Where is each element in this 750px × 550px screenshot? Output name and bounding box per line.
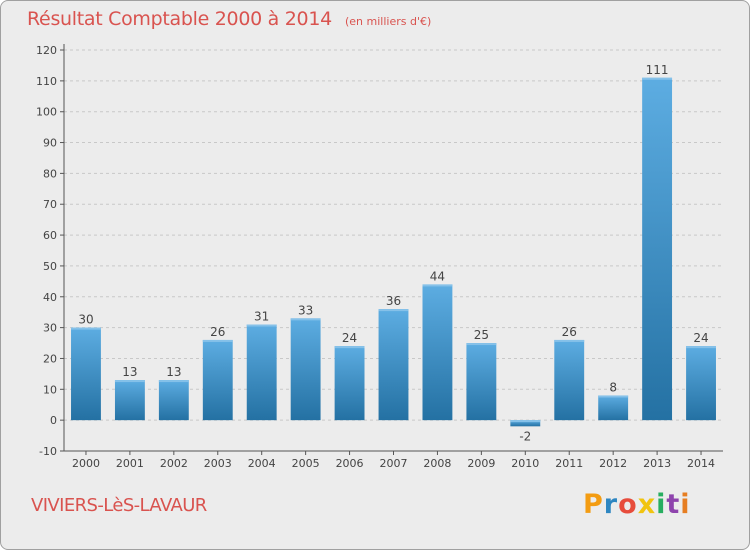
x-tick-label: 2007 bbox=[380, 457, 408, 470]
data-label: -2 bbox=[519, 429, 531, 443]
chart-title: Résultat Comptable 2000 à 2014 bbox=[27, 8, 332, 30]
y-tick-label: 40 bbox=[43, 291, 57, 304]
x-tick-label: 2013 bbox=[643, 457, 671, 470]
place-name: VIVIERS-LèS-LAVAUR bbox=[31, 495, 207, 516]
x-tick-label: 2004 bbox=[248, 457, 276, 470]
x-tick-label: 2008 bbox=[423, 457, 451, 470]
data-label: 31 bbox=[254, 310, 269, 324]
data-label: 24 bbox=[693, 331, 708, 345]
bar-highlight bbox=[554, 339, 585, 342]
x-tick-label: 2000 bbox=[72, 457, 100, 470]
bar-2000 bbox=[71, 327, 101, 421]
y-tick-label: 10 bbox=[43, 383, 57, 396]
bars bbox=[71, 77, 716, 427]
data-label: 33 bbox=[298, 303, 313, 317]
bar-highlight bbox=[510, 420, 541, 423]
bar-2003 bbox=[202, 339, 233, 421]
data-label: 26 bbox=[210, 325, 225, 339]
bar-highlight bbox=[378, 309, 409, 312]
bar-2014 bbox=[686, 346, 716, 421]
y-tick-label: 20 bbox=[43, 352, 57, 365]
bar-2002 bbox=[158, 380, 189, 421]
brand-letter: r bbox=[603, 489, 619, 520]
bar-highlight bbox=[290, 318, 321, 321]
x-tick-label: 2010 bbox=[511, 457, 539, 470]
x-tick-label: 2005 bbox=[292, 457, 320, 470]
y-tick-label: 50 bbox=[43, 260, 57, 273]
bar-2010 bbox=[510, 420, 541, 427]
x-tick-label: 2003 bbox=[204, 457, 232, 470]
brand-letter: i bbox=[656, 489, 667, 520]
bar-2013 bbox=[642, 77, 673, 421]
bar-highlight bbox=[334, 346, 365, 349]
brand-letter: i bbox=[680, 489, 691, 520]
bar-highlight bbox=[466, 343, 497, 346]
bar-highlight bbox=[114, 380, 145, 383]
y-tick-label: 70 bbox=[43, 198, 57, 211]
data-label: 36 bbox=[386, 294, 401, 308]
x-tick-label: 2009 bbox=[467, 457, 495, 470]
bar-highlight bbox=[686, 346, 716, 349]
data-label: 13 bbox=[122, 365, 137, 379]
bar-2012 bbox=[598, 395, 629, 421]
brand-letter: P bbox=[583, 489, 604, 520]
brand-letter: x bbox=[637, 489, 657, 520]
y-tick-label: 30 bbox=[43, 322, 57, 335]
bar-2009 bbox=[466, 343, 497, 421]
data-label: 25 bbox=[474, 328, 489, 342]
data-label: 44 bbox=[430, 269, 445, 283]
bar-2008 bbox=[422, 284, 453, 421]
x-tick-label: 2002 bbox=[160, 457, 188, 470]
brand-letter: t bbox=[666, 489, 681, 520]
bar-2006 bbox=[334, 346, 365, 421]
brand-logo: Proxiti bbox=[583, 489, 691, 520]
bar-highlight bbox=[422, 284, 453, 287]
bar-2007 bbox=[378, 309, 409, 421]
x-tick-label: 2012 bbox=[599, 457, 627, 470]
x-tick-label: 2011 bbox=[555, 457, 583, 470]
bar-2011 bbox=[554, 339, 585, 421]
bar-2004 bbox=[246, 324, 277, 421]
data-label: 13 bbox=[166, 365, 181, 379]
data-label: 8 bbox=[609, 380, 617, 394]
x-tick-label: 2014 bbox=[687, 457, 715, 470]
bar-highlight bbox=[246, 324, 277, 327]
bar-highlight bbox=[158, 380, 189, 383]
data-label: 30 bbox=[78, 313, 93, 327]
y-tick-label: -10 bbox=[39, 445, 57, 458]
y-tick-label: 90 bbox=[43, 137, 57, 150]
x-tick-label: 2006 bbox=[336, 457, 364, 470]
y-tick-label: 120 bbox=[36, 44, 57, 57]
y-tick-label: 0 bbox=[50, 414, 57, 427]
bar-highlight bbox=[202, 339, 233, 342]
data-label: 24 bbox=[342, 331, 357, 345]
bar-highlight bbox=[71, 327, 101, 330]
data-label: 26 bbox=[562, 325, 577, 339]
bar-2001 bbox=[114, 380, 145, 421]
axes: -10 0 10 20 30 40 50 60 70 80 90 100 110 120 2000 2001 2… bbox=[36, 44, 723, 470]
bar-highlight bbox=[642, 77, 673, 80]
bar-2005 bbox=[290, 318, 321, 421]
data-label: 111 bbox=[646, 63, 669, 77]
bar-highlight bbox=[598, 395, 629, 398]
y-tick-label: 80 bbox=[43, 167, 57, 180]
y-tick-label: 60 bbox=[43, 229, 57, 242]
title-row: Résultat Comptable 2000 à 2014 (en milli… bbox=[27, 8, 431, 30]
chart-subtitle: (en milliers d'€) bbox=[344, 15, 432, 28]
y-tick-label: 110 bbox=[36, 75, 57, 88]
brand-letter: o bbox=[618, 489, 638, 520]
data-labels: 30 13 13 26 31 33 24 36 44 25 -2 26 8 111 24 bbox=[78, 63, 708, 444]
y-tick-label: 100 bbox=[36, 106, 57, 119]
x-tick-label: 2001 bbox=[116, 457, 144, 470]
